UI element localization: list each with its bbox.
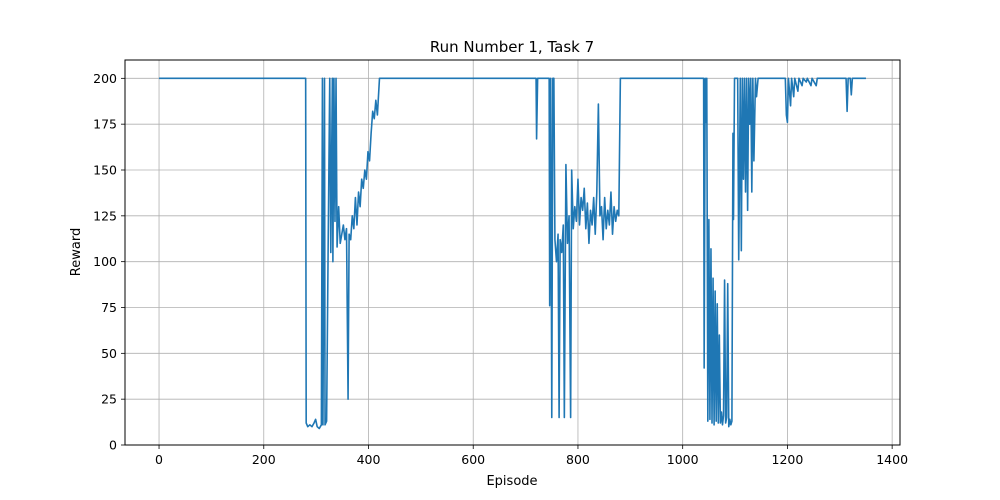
y-tick-label: 50 — [101, 346, 117, 361]
x-tick-label: 400 — [357, 452, 381, 467]
plot-frame — [124, 59, 901, 446]
axis-ticks: 0 200 400 600 800 1000 1200 1400 0 25 50 75 100 125 15… — [93, 71, 908, 467]
x-tick-label: 1000 — [667, 452, 699, 467]
x-tick-label: 800 — [566, 452, 590, 467]
y-tick-label: 25 — [101, 392, 117, 407]
reward-series-line — [159, 77, 866, 430]
y-tick-label: 175 — [93, 117, 117, 132]
y-axis-label: Reward — [69, 228, 84, 276]
x-tick-label: 600 — [461, 452, 485, 467]
y-tick-label: 125 — [93, 208, 117, 223]
x-tick-label: 1200 — [772, 452, 804, 467]
chart-title: Run Number 1, Task 7 — [430, 38, 594, 56]
x-tick-label: 200 — [252, 452, 276, 467]
y-tick-label: 75 — [101, 300, 117, 315]
x-tick-label: 0 — [155, 452, 163, 467]
y-tick-label: 200 — [93, 71, 117, 86]
x-axis-label: Episode — [486, 474, 537, 489]
y-tick-label: 100 — [93, 254, 117, 269]
x-tick-label: 1400 — [876, 452, 908, 467]
y-tick-label: 150 — [93, 163, 117, 178]
series-layer — [159, 77, 866, 430]
y-tick-label: 0 — [109, 438, 117, 453]
